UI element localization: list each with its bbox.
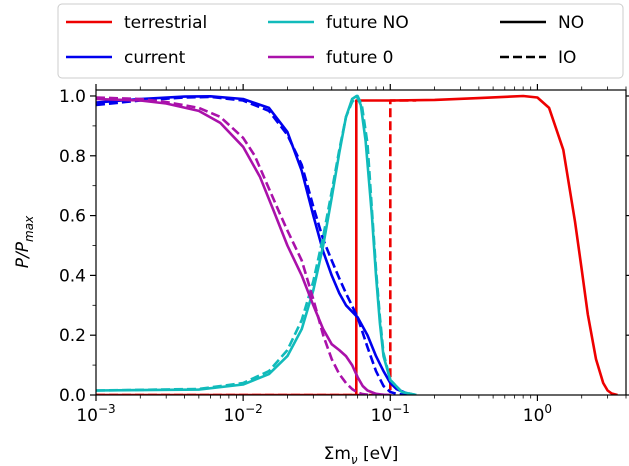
y-axis-label: P/Pmax [13, 215, 36, 268]
legend-frame [57, 3, 624, 79]
series-future-no-io [96, 94, 417, 395]
y-tick-label: 0.2 [59, 326, 86, 346]
x-axis-label: Σmν [eV] [324, 444, 399, 466]
y-tick-label: 0.0 [59, 386, 86, 406]
series-terrestrial-no [96, 94, 618, 395]
legend-label: future NO [326, 13, 409, 33]
legend-label: current [124, 48, 186, 68]
series-current-io [96, 95, 408, 395]
y-tick-label: 0.8 [59, 147, 86, 167]
x-tick-label: 10−2 [223, 402, 262, 426]
y-tick-label: 0.6 [59, 207, 86, 227]
plot-area [95, 89, 627, 396]
series-future-0-no [96, 97, 391, 395]
legend-label: future 0 [326, 48, 394, 68]
legend: terrestrial current future NO future 0 NO IO [57, 3, 624, 79]
x-tick-label: 10−1 [371, 402, 410, 426]
legend-label: terrestrial [124, 13, 207, 33]
y-tick-label: 0.4 [59, 266, 86, 286]
legend-label: NO [558, 13, 584, 33]
legend-label: IO [558, 48, 576, 68]
y-tick-label: 1.0 [59, 87, 86, 107]
series-future-0-io [96, 96, 377, 395]
x-tick-label: 10−3 [76, 402, 115, 426]
series-terrestrial-io [96, 99, 417, 395]
x-tick-label: 100 [523, 402, 552, 426]
